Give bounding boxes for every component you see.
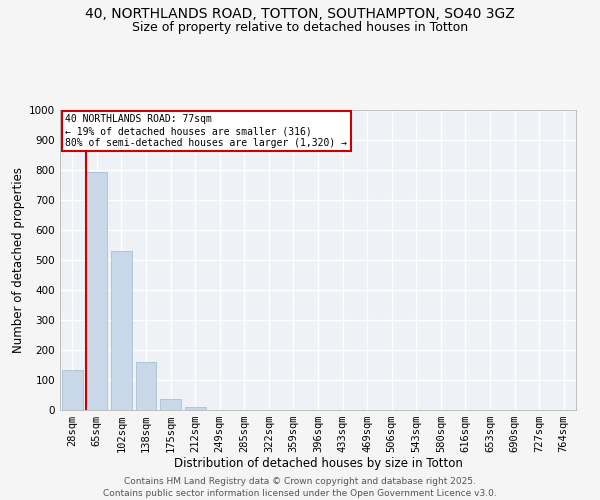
- Bar: [86, 172, 107, 410]
- Bar: [111, 251, 132, 410]
- Bar: [62, 370, 83, 410]
- Text: 40, NORTHLANDS ROAD, TOTTON, SOUTHAMPTON, SO40 3GZ: 40, NORTHLANDS ROAD, TOTTON, SOUTHAMPTON…: [85, 8, 515, 22]
- X-axis label: Distribution of detached houses by size in Totton: Distribution of detached houses by size …: [173, 456, 463, 469]
- Bar: [136, 362, 157, 410]
- Text: Contains HM Land Registry data © Crown copyright and database right 2025.
Contai: Contains HM Land Registry data © Crown c…: [103, 476, 497, 498]
- Bar: [185, 407, 206, 410]
- Bar: [160, 399, 181, 410]
- Y-axis label: Number of detached properties: Number of detached properties: [12, 167, 25, 353]
- Text: 40 NORTHLANDS ROAD: 77sqm
← 19% of detached houses are smaller (316)
80% of semi: 40 NORTHLANDS ROAD: 77sqm ← 19% of detac…: [65, 114, 347, 148]
- Text: Size of property relative to detached houses in Totton: Size of property relative to detached ho…: [132, 21, 468, 34]
